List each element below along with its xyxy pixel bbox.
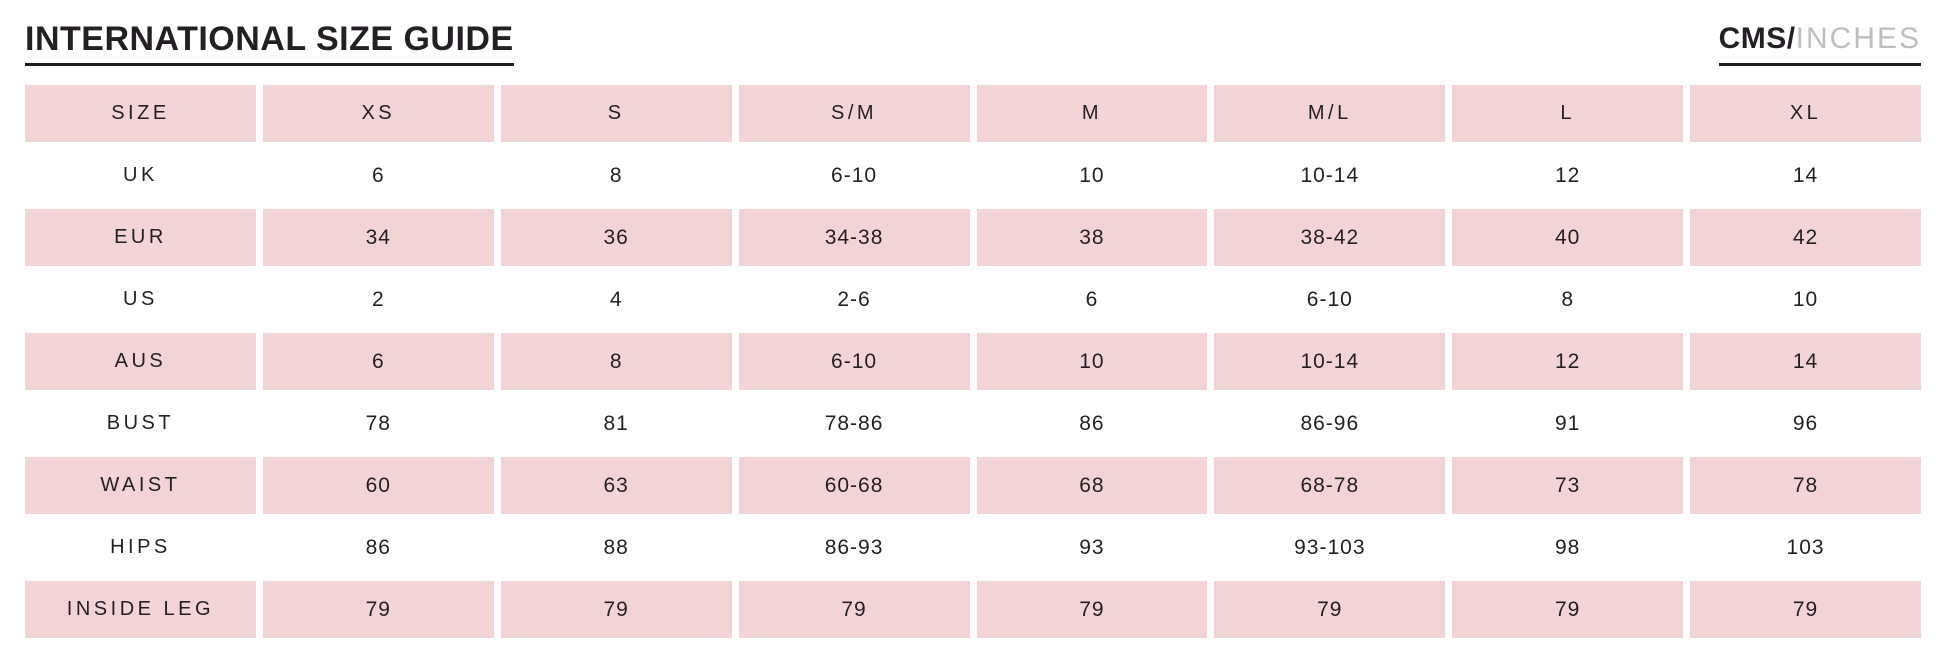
row-label-cell: HIPS — [110, 536, 171, 558]
value-cell: 6 — [262, 333, 494, 390]
column-header-cell: M — [976, 85, 1208, 142]
value-cell: 96 — [1792, 411, 1819, 435]
value-cell: 88 — [603, 535, 629, 559]
size-table-header-row: SIZE XS S S/M M M/L L XL — [25, 85, 1921, 142]
table-row: EUR 34 36 34-38 38 38-42 40 42 — [25, 209, 1921, 266]
value-cell: 60 — [262, 457, 494, 514]
value-cell: 103 — [1786, 535, 1825, 559]
value-cell: 6 — [1085, 287, 1099, 311]
row-label-cell: WAIST — [25, 457, 256, 514]
column-header-cell: XS — [262, 85, 494, 142]
value-cell: 38-42 — [1214, 209, 1446, 266]
table-row: BUST 78 81 78-86 86 86-96 91 96 — [25, 395, 1921, 452]
row-label-cell: US — [123, 288, 158, 310]
value-cell: 79 — [1690, 581, 1921, 638]
column-header-cell: L — [1452, 85, 1684, 142]
table-row: HIPS 86 88 86-93 93 93-103 98 103 — [25, 519, 1921, 576]
value-cell: 6-10 — [831, 163, 878, 187]
value-cell: 10 — [1079, 163, 1105, 187]
value-cell: 10 — [1792, 287, 1819, 311]
value-cell: 68 — [976, 457, 1208, 514]
value-cell: 86-96 — [1300, 411, 1360, 435]
value-cell: 12 — [1452, 333, 1684, 390]
value-cell: 34-38 — [738, 209, 970, 266]
table-row: WAIST 60 63 60-68 68 68-78 73 78 — [25, 457, 1921, 514]
row-label-cell: BUST — [106, 412, 175, 434]
row-label-cell: UK — [123, 164, 158, 186]
header-bar: INTERNATIONAL SIZE GUIDE CMS/INCHES — [25, 22, 1921, 66]
value-cell: 34 — [262, 209, 494, 266]
value-cell: 14 — [1690, 333, 1921, 390]
value-cell: 40 — [1452, 209, 1684, 266]
value-cell: 10-14 — [1300, 163, 1360, 187]
value-cell: 8 — [1561, 287, 1575, 311]
value-cell: 10-14 — [1214, 333, 1446, 390]
table-row: AUS 6 8 6-10 10 10-14 12 14 — [25, 333, 1921, 390]
value-cell: 60-68 — [738, 457, 970, 514]
value-cell: 14 — [1792, 163, 1819, 187]
value-cell: 36 — [500, 209, 732, 266]
units-inches-option[interactable]: INCHES — [1795, 22, 1921, 55]
value-cell: 8 — [609, 163, 623, 187]
value-cell: 6-10 — [738, 333, 970, 390]
value-cell: 2-6 — [837, 287, 871, 311]
value-cell: 86-93 — [824, 535, 884, 559]
value-cell: 93-103 — [1294, 535, 1366, 559]
column-header-cell: S — [500, 85, 732, 142]
table-row: UK 6 8 6-10 10 10-14 12 14 — [25, 147, 1921, 204]
column-header-cell: S/M — [738, 85, 970, 142]
value-cell: 10 — [976, 333, 1208, 390]
size-table: SIZE XS S S/M M M/L L XL UK 6 8 6-10 10 10-14 12 14 EUR 3… — [25, 85, 1921, 638]
value-cell: 79 — [1214, 581, 1446, 638]
value-cell: 86 — [1079, 411, 1105, 435]
row-label-cell: EUR — [25, 209, 256, 266]
value-cell: 42 — [1690, 209, 1921, 266]
value-cell: 78 — [365, 411, 391, 435]
value-cell: 98 — [1555, 535, 1581, 559]
value-cell: 86 — [365, 535, 391, 559]
value-cell: 78 — [1690, 457, 1921, 514]
value-cell: 6-10 — [1306, 287, 1353, 311]
value-cell: 2 — [371, 287, 385, 311]
value-cell: 91 — [1555, 411, 1581, 435]
value-cell: 79 — [1452, 581, 1684, 638]
row-label-cell: AUS — [25, 333, 256, 390]
column-header-cell: SIZE — [25, 85, 256, 142]
value-cell: 79 — [738, 581, 970, 638]
value-cell: 93 — [1079, 535, 1105, 559]
row-label-cell: INSIDE LEG — [25, 581, 256, 638]
value-cell: 6 — [371, 163, 385, 187]
value-cell: 78-86 — [824, 411, 884, 435]
page-title: INTERNATIONAL SIZE GUIDE — [25, 22, 514, 66]
column-header-cell: XL — [1690, 85, 1921, 142]
table-row: US 2 4 2-6 6 6-10 8 10 — [25, 271, 1921, 328]
value-cell: 8 — [500, 333, 732, 390]
value-cell: 79 — [500, 581, 732, 638]
value-cell: 38 — [976, 209, 1208, 266]
value-cell: 12 — [1555, 163, 1581, 187]
value-cell: 79 — [262, 581, 494, 638]
units-cms-option[interactable]: CMS/ — [1718, 22, 1796, 55]
table-row: INSIDE LEG 79 79 79 79 79 79 79 — [25, 581, 1921, 638]
value-cell: 4 — [609, 287, 623, 311]
value-cell: 81 — [603, 411, 629, 435]
value-cell: 79 — [976, 581, 1208, 638]
column-header-cell: M/L — [1214, 85, 1446, 142]
units-toggle[interactable]: CMS/INCHES — [1718, 22, 1921, 66]
value-cell: 68-78 — [1214, 457, 1446, 514]
value-cell: 73 — [1452, 457, 1684, 514]
value-cell: 63 — [500, 457, 732, 514]
